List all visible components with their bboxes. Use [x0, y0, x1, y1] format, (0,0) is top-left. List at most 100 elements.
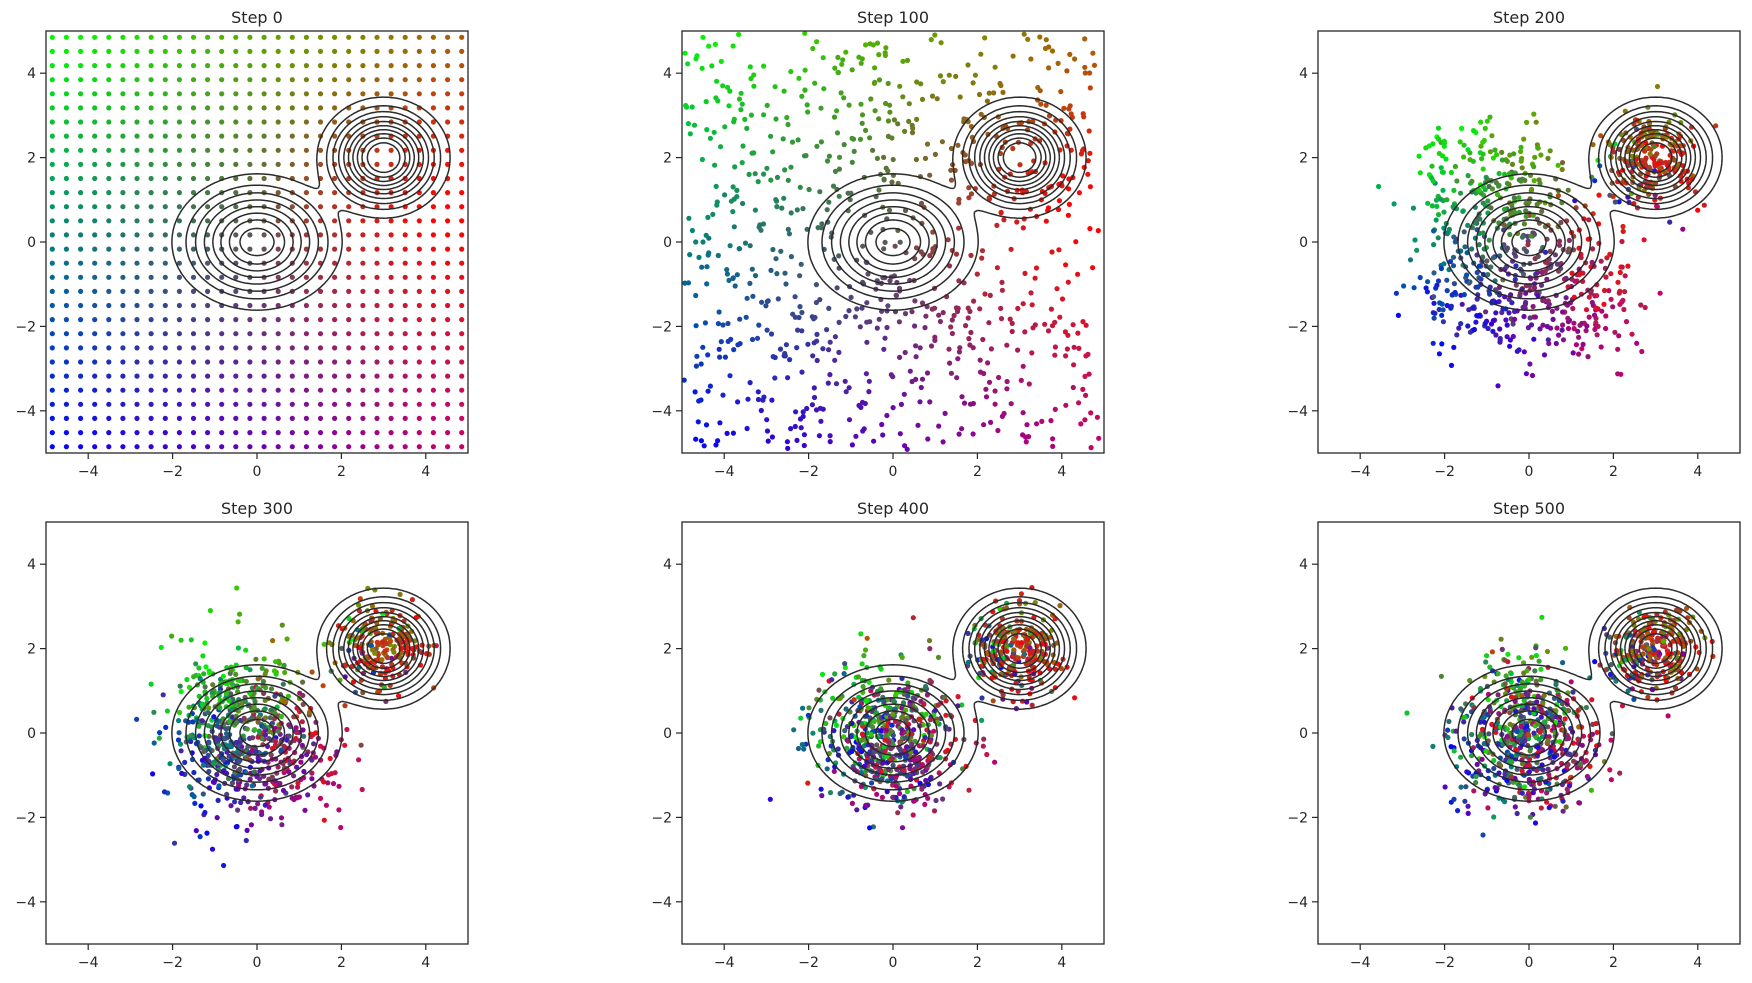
- x-tick-label: 4: [421, 955, 430, 971]
- particle-point: [1541, 352, 1548, 358]
- particle-point: [923, 313, 929, 319]
- particle-point: [956, 225, 962, 231]
- particle-point: [872, 65, 878, 71]
- particle-point: [303, 373, 309, 379]
- particle-point: [885, 80, 891, 87]
- particle-point: [360, 218, 366, 224]
- particle-point: [191, 769, 197, 776]
- particle-point: [836, 166, 843, 172]
- particle-point: [1535, 145, 1541, 151]
- particle-point: [1435, 212, 1442, 218]
- particle-point: [1615, 371, 1621, 377]
- particle-point: [1071, 344, 1077, 350]
- particle-point: [1560, 309, 1566, 315]
- particle-point: [269, 774, 275, 780]
- particle-point: [747, 243, 753, 249]
- particle-point: [728, 198, 735, 204]
- particle-point: [1087, 226, 1093, 232]
- plot-area: [46, 31, 468, 453]
- particle-point: [223, 690, 229, 697]
- particle-point: [682, 50, 688, 56]
- particle-point: [176, 274, 182, 280]
- particle-point: [1598, 344, 1604, 350]
- particle-point: [63, 105, 69, 111]
- particle-point: [445, 204, 451, 210]
- particle-point: [896, 319, 903, 325]
- particle-point: [272, 693, 278, 699]
- particle-point: [342, 742, 348, 748]
- particle-point: [201, 749, 207, 755]
- particle-point: [156, 735, 162, 741]
- particle-point: [956, 431, 962, 437]
- particle-point: [247, 331, 253, 337]
- particle-point: [196, 733, 202, 739]
- particle-point: [92, 190, 98, 196]
- particle-point: [430, 359, 436, 365]
- particle-point: [1489, 649, 1495, 655]
- particle-point: [385, 655, 391, 661]
- particle-point: [134, 218, 140, 224]
- particle-point: [1438, 673, 1444, 679]
- contour-level-2: [194, 601, 435, 783]
- particle-point: [1558, 219, 1564, 226]
- particle-point: [714, 199, 720, 205]
- particle-point: [134, 77, 140, 83]
- particle-point: [374, 34, 380, 40]
- particle-point: [1082, 64, 1088, 70]
- particle-point: [416, 444, 422, 450]
- particle-point: [1447, 258, 1454, 265]
- particle-point: [914, 116, 920, 122]
- particle-point: [278, 747, 284, 753]
- particle-point: [1050, 436, 1056, 442]
- particle-point: [1490, 318, 1496, 324]
- particle-point: [1441, 138, 1447, 144]
- particle-point: [303, 34, 309, 40]
- particle-point: [1467, 329, 1473, 335]
- particle-point: [1518, 158, 1524, 164]
- particle-point: [336, 783, 342, 789]
- particle-point: [1536, 177, 1542, 183]
- particle-point: [901, 794, 907, 800]
- particle-point: [360, 359, 366, 365]
- particle-point: [986, 90, 992, 96]
- particle-point: [1591, 312, 1598, 318]
- particle-point: [261, 34, 267, 40]
- particle-point: [261, 656, 267, 662]
- particle-point: [891, 117, 898, 123]
- particle-point: [892, 243, 898, 249]
- particle-point: [744, 295, 750, 301]
- particle-point: [1448, 362, 1455, 368]
- particle-point: [106, 119, 112, 125]
- particle-point: [751, 150, 757, 156]
- particle-point: [1504, 322, 1510, 328]
- particle-point: [459, 415, 465, 421]
- particle-point: [1030, 325, 1036, 331]
- particle-point: [433, 643, 439, 649]
- particle-point: [689, 104, 695, 110]
- particle-point: [360, 48, 366, 55]
- particle-point: [1538, 152, 1544, 158]
- particle-point: [895, 121, 901, 127]
- particle-point: [134, 204, 140, 210]
- particle-point: [1539, 208, 1545, 214]
- particle-point: [176, 345, 182, 351]
- particle-point: [430, 34, 436, 40]
- particle-point: [92, 119, 98, 125]
- particle-point: [148, 204, 154, 210]
- particle-point: [928, 732, 935, 739]
- particle-point: [216, 736, 222, 743]
- particle-point: [953, 73, 959, 79]
- particle-point: [1450, 254, 1457, 260]
- particle-point: [709, 63, 715, 69]
- particle-point: [1639, 348, 1645, 355]
- particle-point: [78, 161, 84, 167]
- particle-point: [773, 256, 779, 262]
- particle-point: [843, 389, 849, 395]
- particle-point: [261, 345, 267, 351]
- particle-point: [881, 346, 887, 352]
- particle-point: [1082, 373, 1088, 379]
- particle-point: [919, 711, 925, 717]
- particle-point: [1533, 119, 1539, 125]
